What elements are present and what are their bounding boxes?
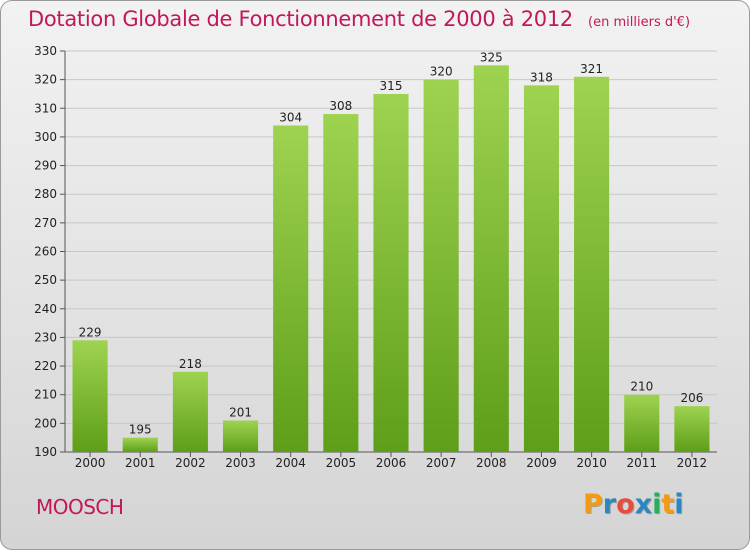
y-tick-label: 250 — [34, 273, 57, 287]
data-label: 206 — [680, 391, 703, 405]
data-label: 210 — [630, 380, 653, 394]
bar — [273, 125, 309, 452]
y-tick-label: 270 — [34, 216, 57, 230]
chart-title-block: Dotation Globale de Fonctionnement de 20… — [28, 7, 690, 31]
data-label: 229 — [79, 325, 102, 339]
logo-letter: t — [661, 489, 675, 520]
data-label: 320 — [430, 65, 453, 79]
bar — [574, 76, 610, 453]
bar — [423, 79, 459, 453]
y-tick-label: 220 — [34, 359, 57, 373]
y-tick-label: 310 — [34, 101, 57, 115]
x-tick-label: 2002 — [175, 456, 206, 470]
data-label: 218 — [179, 357, 202, 371]
data-label: 318 — [530, 70, 553, 84]
data-label: 304 — [279, 110, 302, 124]
proxiti-logo: Proxiti — [583, 489, 684, 520]
logo-letter: i — [652, 489, 662, 520]
commune-name: MOOSCH — [36, 495, 124, 519]
logo-letter: P — [583, 489, 603, 520]
data-label: 315 — [380, 79, 403, 93]
y-tick-label: 230 — [34, 330, 57, 344]
x-tick-label: 2000 — [75, 456, 106, 470]
bar — [373, 93, 409, 452]
bar — [172, 371, 208, 452]
labels: 190 200 210 220 230 240 250 260 270 280 290 300 310 3… — [34, 44, 707, 470]
data-label: 325 — [480, 50, 503, 64]
bar — [523, 85, 560, 452]
x-tick-label: 2008 — [476, 456, 507, 470]
data-label: 201 — [229, 405, 252, 419]
y-tick-label: 320 — [34, 73, 57, 87]
chart-title: Dotation Globale de Fonctionnement de 20… — [28, 7, 573, 31]
logo-letter: x — [634, 489, 653, 520]
x-tick-label: 2007 — [426, 456, 457, 470]
y-tick-label: 290 — [34, 159, 57, 173]
data-label: 195 — [129, 423, 152, 437]
y-tick-label: 210 — [34, 388, 57, 402]
y-tick-label: 200 — [34, 416, 57, 430]
data-label: 308 — [329, 99, 352, 113]
bar — [674, 406, 710, 452]
y-tick-label: 300 — [34, 130, 57, 144]
data-label: 321 — [580, 62, 603, 76]
y-tick-label: 190 — [34, 445, 57, 459]
bar — [323, 114, 359, 452]
chart-unit: (en milliers d'€) — [588, 15, 691, 30]
y-tick-label: 260 — [34, 245, 57, 259]
x-tick-label: 2003 — [225, 456, 256, 470]
x-tick-label: 2005 — [326, 456, 357, 470]
bar — [72, 340, 108, 452]
x-tick-label: 2009 — [526, 456, 557, 470]
bars — [72, 65, 710, 453]
x-tick-label: 2011 — [626, 456, 657, 470]
x-tick-label: 2012 — [677, 456, 708, 470]
y-tick-label: 280 — [34, 187, 57, 201]
bar — [473, 65, 509, 453]
y-tick-label: 240 — [34, 302, 57, 316]
x-tick-label: 2001 — [125, 456, 156, 470]
x-tick-label: 2004 — [275, 456, 306, 470]
x-tick-label: 2006 — [376, 456, 407, 470]
x-tick-label: 2010 — [576, 456, 607, 470]
bar — [122, 437, 158, 452]
bar — [624, 394, 660, 452]
bar — [222, 420, 259, 452]
logo-letter: r — [602, 489, 617, 520]
logo-letter: i — [674, 489, 684, 520]
logo-letter: o — [616, 489, 635, 520]
y-tick-label: 330 — [34, 44, 57, 58]
